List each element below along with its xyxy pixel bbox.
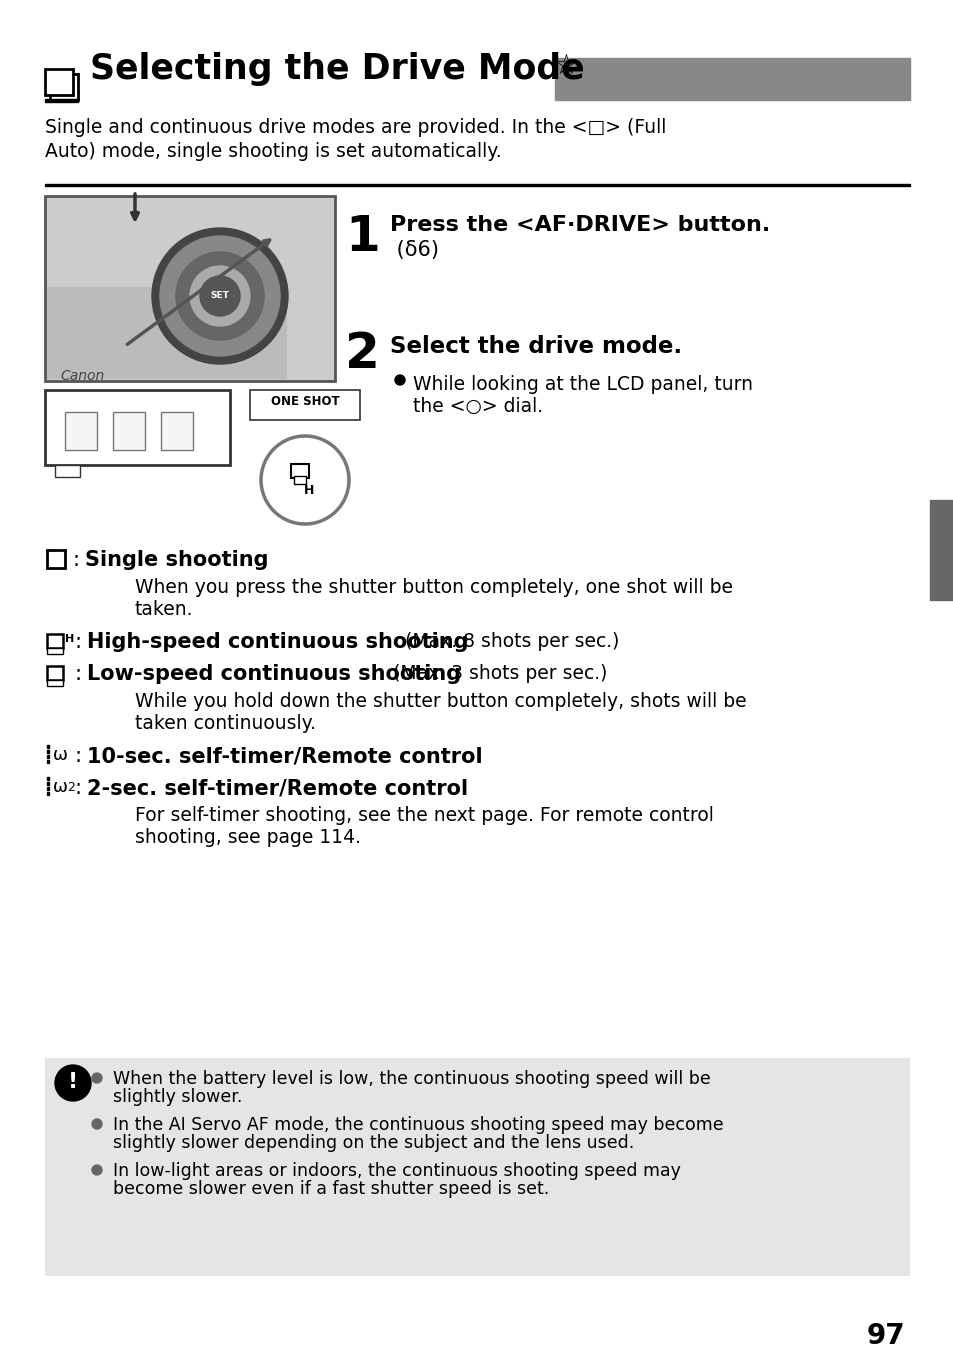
Text: Low-speed continuous shooting: Low-speed continuous shooting <box>87 664 460 685</box>
Bar <box>47 745 49 748</box>
Text: taken continuously.: taken continuously. <box>135 714 315 733</box>
Text: H: H <box>303 483 314 496</box>
Text: 97: 97 <box>865 1322 904 1345</box>
Text: 2: 2 <box>67 781 74 794</box>
Text: When you press the shutter button completely, one shot will be: When you press the shutter button comple… <box>135 578 732 597</box>
Text: 10-sec. self-timer/Remote control: 10-sec. self-timer/Remote control <box>87 746 482 767</box>
Circle shape <box>91 1119 102 1128</box>
Text: ☆: ☆ <box>553 52 578 79</box>
Text: :: : <box>75 746 82 767</box>
Text: Auto) mode, single shooting is set automatically.: Auto) mode, single shooting is set autom… <box>45 143 501 161</box>
Bar <box>47 633 63 648</box>
Bar <box>45 390 230 465</box>
Text: :: : <box>75 664 82 685</box>
Bar <box>47 760 49 763</box>
Circle shape <box>190 266 250 325</box>
Text: 2-sec. self-timer/Remote control: 2-sec. self-timer/Remote control <box>87 777 468 798</box>
Ellipse shape <box>261 436 349 525</box>
Text: H: H <box>65 633 74 644</box>
Bar <box>47 781 49 785</box>
Circle shape <box>200 276 240 316</box>
Circle shape <box>91 1073 102 1083</box>
Text: While you hold down the shutter button completely, shots will be: While you hold down the shutter button c… <box>135 691 746 712</box>
Bar <box>50 74 78 100</box>
Circle shape <box>91 1165 102 1176</box>
Text: become slower even if a fast shutter speed is set.: become slower even if a fast shutter spe… <box>112 1180 549 1198</box>
Bar <box>250 390 359 420</box>
Bar <box>47 681 63 686</box>
Text: slightly slower.: slightly slower. <box>112 1088 242 1106</box>
Text: SET: SET <box>211 292 230 300</box>
Bar <box>929 500 953 600</box>
Text: (δ6): (δ6) <box>390 239 438 260</box>
Bar <box>65 412 97 451</box>
Circle shape <box>175 252 264 340</box>
Text: (Max. 8 shots per sec.): (Max. 8 shots per sec.) <box>398 632 618 651</box>
Circle shape <box>55 1065 91 1102</box>
Text: taken.: taken. <box>135 600 193 619</box>
Text: 1: 1 <box>345 213 379 261</box>
Bar <box>45 1059 909 1276</box>
Text: In the AI Servo AF mode, the continuous shooting speed may become: In the AI Servo AF mode, the continuous … <box>112 1116 723 1134</box>
Bar <box>47 777 49 780</box>
Bar <box>112 412 145 451</box>
Text: Canon: Canon <box>60 369 104 383</box>
Text: Single and continuous drive modes are provided. In the <□> (Full: Single and continuous drive modes are pr… <box>45 118 666 137</box>
Text: Selecting the Drive Mode: Selecting the Drive Mode <box>90 52 584 86</box>
Bar <box>47 648 63 654</box>
Text: slightly slower depending on the subject and the lens used.: slightly slower depending on the subject… <box>112 1134 634 1153</box>
Text: For self-timer shooting, see the next page. For remote control: For self-timer shooting, see the next pa… <box>135 806 713 824</box>
Text: :: : <box>75 777 82 798</box>
Text: :: : <box>73 550 80 570</box>
Text: shooting, see page 114.: shooting, see page 114. <box>135 829 360 847</box>
Bar <box>47 286 287 379</box>
Text: High-speed continuous shooting: High-speed continuous shooting <box>87 632 468 652</box>
Text: ω: ω <box>53 746 68 764</box>
Text: ONE SHOT: ONE SHOT <box>271 395 339 408</box>
Bar <box>45 100 78 102</box>
Bar <box>161 412 193 451</box>
Text: :: : <box>75 632 82 652</box>
Text: Single shooting: Single shooting <box>85 550 268 570</box>
Text: !: ! <box>68 1072 78 1092</box>
Text: Press the <AF·DRIVE> button.: Press the <AF·DRIVE> button. <box>390 215 769 235</box>
Bar <box>47 792 49 795</box>
Bar <box>47 751 49 753</box>
Bar <box>47 755 49 759</box>
Bar <box>45 196 335 381</box>
Text: Select the drive mode.: Select the drive mode. <box>390 335 681 358</box>
Text: ω: ω <box>53 777 68 796</box>
Bar <box>47 550 65 568</box>
Text: While looking at the LCD panel, turn: While looking at the LCD panel, turn <box>413 375 752 394</box>
Circle shape <box>395 375 405 385</box>
Bar <box>45 184 909 186</box>
Text: the <○> dial.: the <○> dial. <box>413 397 542 416</box>
Circle shape <box>152 229 288 364</box>
Text: 2: 2 <box>345 330 379 378</box>
Bar <box>47 666 63 681</box>
Text: When the battery level is low, the continuous shooting speed will be: When the battery level is low, the conti… <box>112 1071 710 1088</box>
Text: (Max. 3 shots per sec.): (Max. 3 shots per sec.) <box>387 664 607 683</box>
Bar <box>55 465 80 477</box>
Text: In low-light areas or indoors, the continuous shooting speed may: In low-light areas or indoors, the conti… <box>112 1162 680 1180</box>
Bar <box>555 58 909 100</box>
Bar <box>47 787 49 790</box>
Bar <box>291 464 309 477</box>
Circle shape <box>160 235 280 356</box>
Bar <box>45 69 73 95</box>
Bar <box>294 476 306 484</box>
